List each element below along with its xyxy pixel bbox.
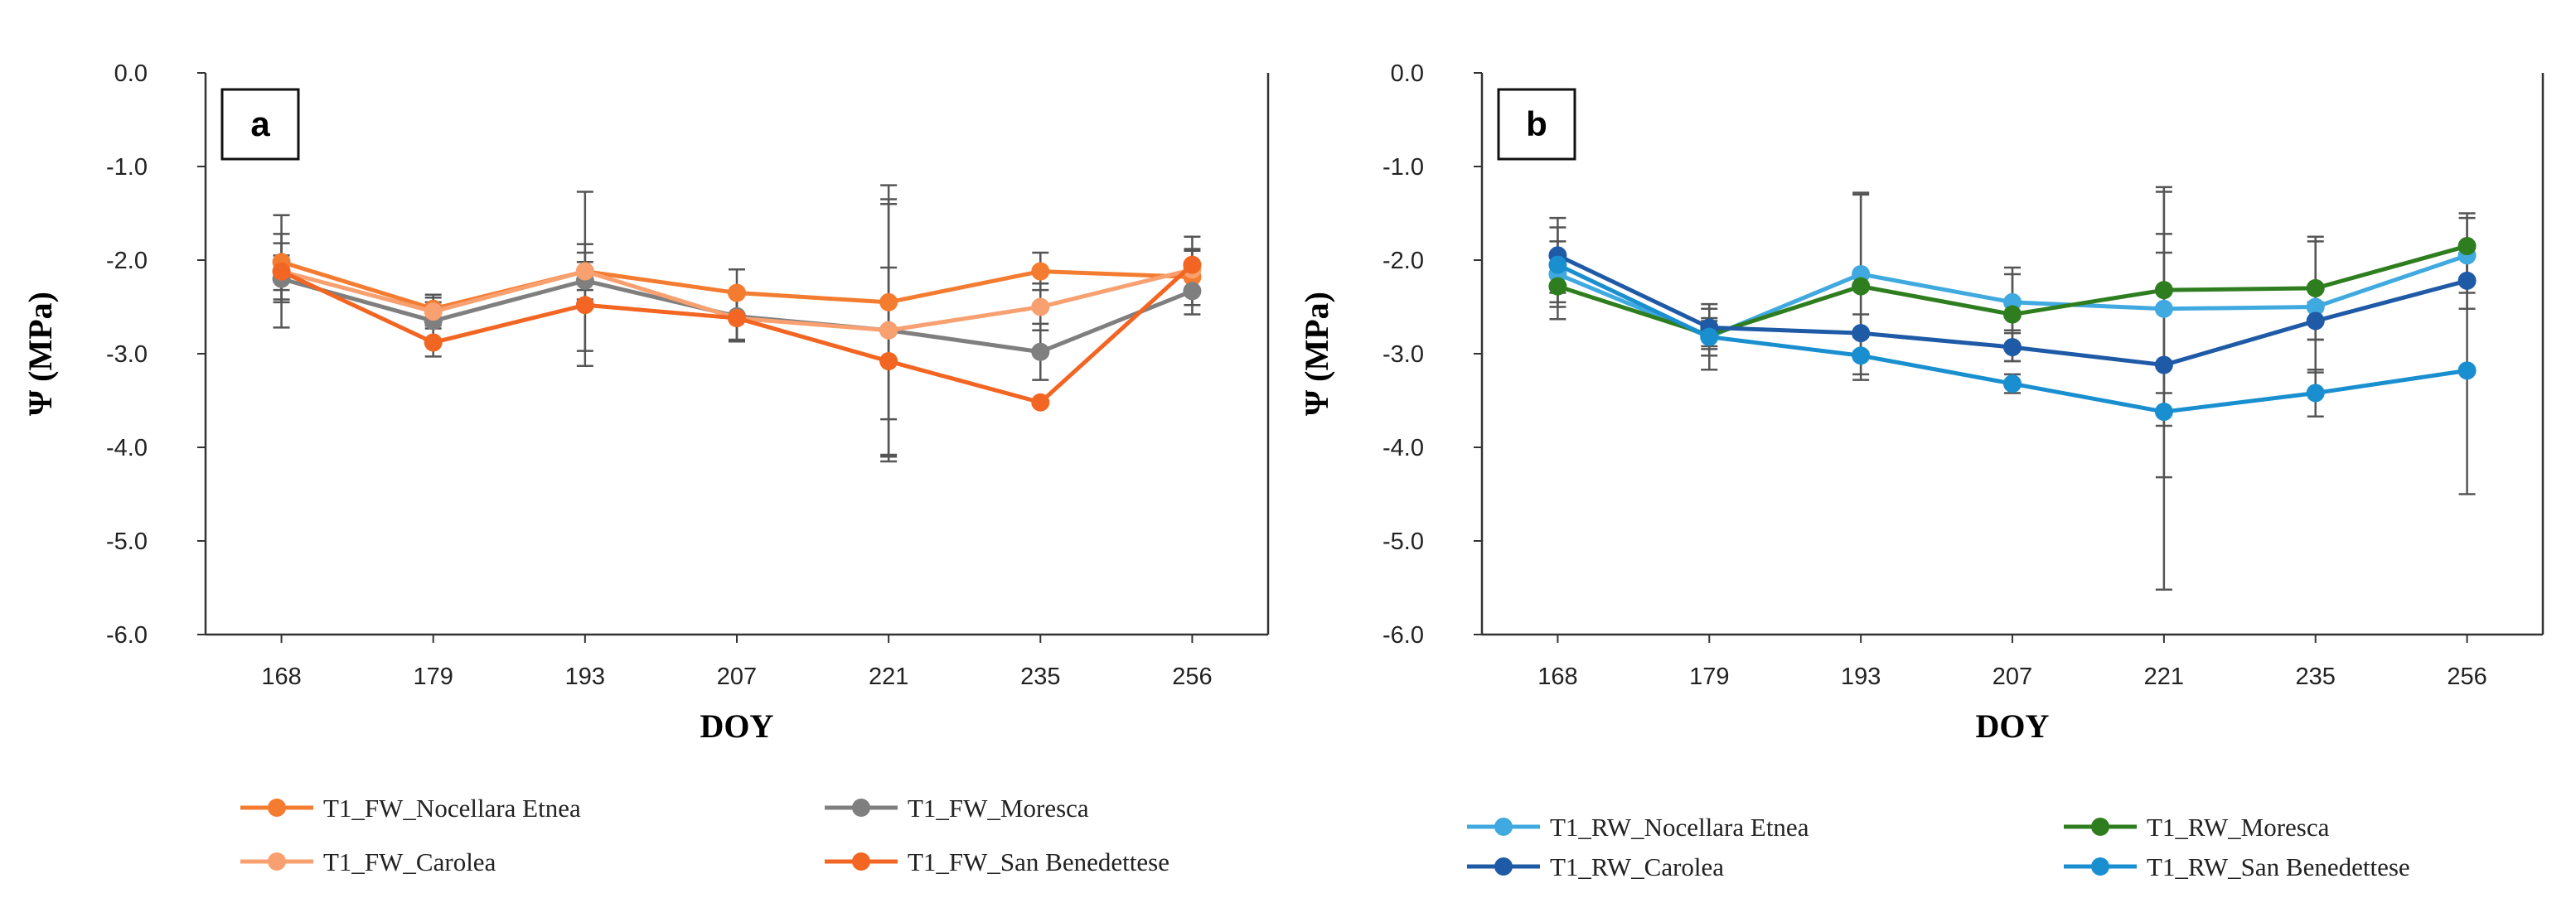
- x-tick-label: 235: [1020, 664, 1060, 690]
- data-point: [1548, 255, 1567, 274]
- panel-a: 0.0 -1.0 -2.0 -3.0 -4.0 -5.0 -6.0 168 179 193 207 2…: [22, 60, 1270, 876]
- legend-label: T1_FW_Carolea: [323, 847, 496, 876]
- data-point: [575, 296, 594, 315]
- x-tick-label: 193: [1841, 664, 1881, 690]
- data-point: [728, 309, 746, 328]
- y-tick-label: -6.0: [1382, 622, 1424, 649]
- data-point: [424, 302, 443, 321]
- legend-label: T1_FW_San Benedettese: [908, 847, 1169, 876]
- data-point: [2003, 305, 2022, 324]
- data-point: [575, 262, 594, 281]
- x-tick-label: 193: [565, 664, 605, 690]
- data-point: [2457, 271, 2477, 290]
- legend-swatch-marker: [268, 799, 286, 817]
- data-point: [2003, 338, 2022, 357]
- x-tick-label: 168: [1537, 664, 1577, 690]
- data-point: [1183, 255, 1202, 274]
- data-point: [1700, 327, 1719, 346]
- legend-label: T1_RW_Nocellara Etnea: [1550, 813, 1809, 842]
- legend-swatch-marker: [1494, 818, 1513, 836]
- x-axis-title: DOY: [1976, 707, 2050, 745]
- panel-letter-box: [220, 88, 300, 161]
- x-tick-label: 179: [1689, 664, 1729, 690]
- data-point: [2154, 355, 2173, 374]
- data-point: [1183, 282, 1202, 301]
- legend-swatch-marker: [2091, 818, 2109, 836]
- data-point: [879, 321, 898, 340]
- data-point: [1548, 277, 1567, 296]
- legend-swatch-marker: [1494, 857, 1513, 876]
- legend-label: T1_FW_Nocellara Etnea: [323, 794, 581, 823]
- legend-label: T1_RW_Carolea: [1550, 852, 1724, 881]
- legend-swatch-marker: [268, 852, 286, 871]
- data-point: [1031, 297, 1050, 316]
- panel-b: 0.0 -1.0 -2.0 -3.0 -4.0 -5.0 -6.0 168 179 193 207 2…: [1298, 60, 2545, 881]
- y-tick-label: 0.0: [114, 60, 148, 87]
- data-point: [2306, 384, 2325, 403]
- y-tick-label: -4.0: [106, 435, 148, 461]
- data-point: [879, 292, 898, 311]
- y-tick-label: -1.0: [106, 154, 148, 181]
- y-tick-label: -3.0: [106, 341, 148, 368]
- panel-letter: a: [250, 104, 270, 143]
- panel-letter: b: [1526, 104, 1547, 143]
- legend-label: T1_RW_San Benedettese: [2147, 852, 2410, 881]
- y-tick-label: 0.0: [1391, 60, 1424, 87]
- y-tick-label: -5.0: [1382, 529, 1424, 555]
- data-point: [879, 352, 898, 371]
- legend-label: T1_RW_Moresca: [2147, 813, 2330, 842]
- data-point: [1031, 262, 1050, 281]
- data-point: [1852, 346, 1871, 365]
- data-point: [2154, 281, 2173, 300]
- x-tick-label: 256: [2447, 664, 2486, 690]
- data-point: [2154, 299, 2173, 318]
- y-tick-label: -4.0: [1382, 435, 1424, 461]
- panel-letter-box: [1497, 88, 1576, 161]
- x-tick-label: 235: [2296, 664, 2336, 690]
- y-tick-label: -5.0: [106, 529, 148, 555]
- y-tick-label: -2.0: [1382, 248, 1424, 274]
- data-point: [1852, 277, 1871, 296]
- data-point: [2306, 297, 2325, 316]
- data-point: [2154, 403, 2173, 422]
- y-tick-label: -6.0: [106, 622, 148, 649]
- y-tick-label: -2.0: [106, 248, 148, 274]
- data-point: [2306, 278, 2325, 297]
- data-point: [1852, 324, 1871, 343]
- y-tick-label: -1.0: [1382, 154, 1424, 181]
- x-tick-label: 221: [2144, 664, 2184, 690]
- x-tick-label: 179: [414, 664, 453, 690]
- x-axis-title: DOY: [700, 707, 774, 745]
- data-point: [272, 262, 291, 281]
- x-tick-label: 256: [1172, 664, 1212, 690]
- data-point: [728, 283, 746, 302]
- data-point: [1031, 393, 1050, 412]
- x-tick-label: 221: [869, 664, 908, 690]
- y-axis-title: Ψ (MPa): [22, 292, 59, 416]
- data-point: [1031, 342, 1050, 361]
- legend-swatch-marker: [852, 799, 870, 817]
- data-point: [2457, 361, 2477, 380]
- data-point: [424, 333, 443, 352]
- data-point: [2003, 374, 2022, 393]
- x-tick-label: 168: [261, 664, 301, 690]
- legend-swatch-marker: [2091, 857, 2109, 876]
- x-tick-label: 207: [717, 664, 757, 690]
- legend-label: T1_FW_Moresca: [908, 794, 1089, 823]
- legend-swatch-marker: [852, 852, 870, 871]
- data-point: [2306, 311, 2325, 331]
- x-tick-label: 207: [1993, 664, 2032, 690]
- y-tick-label: -3.0: [1382, 341, 1424, 368]
- data-point: [2457, 237, 2477, 256]
- y-axis-title: Ψ (MPa): [1298, 292, 1335, 416]
